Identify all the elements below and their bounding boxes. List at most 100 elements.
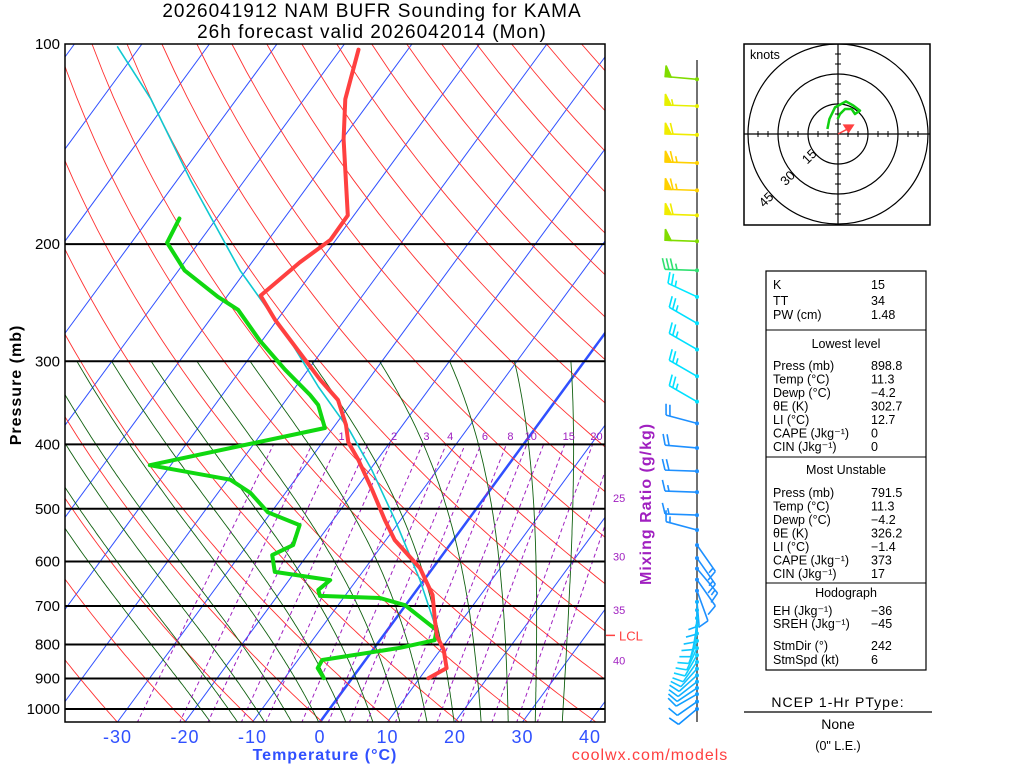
lowest-level-row-value: 11.3 <box>871 373 894 387</box>
temperature-tick-label: 0 <box>314 727 325 747</box>
index-row-value: 1.48 <box>871 308 895 322</box>
isotherm-line <box>65 44 480 611</box>
lowest-level-row-value: 0 <box>871 427 878 441</box>
lcl-label: LCL <box>619 628 643 643</box>
hodograph-heading: Hodograph <box>815 586 877 600</box>
lowest-level-heading: Lowest level <box>812 337 881 351</box>
isotherm-line <box>454 516 605 722</box>
pressure-tick-label: 700 <box>35 598 60 615</box>
hodograph-row-value: −45 <box>871 617 892 631</box>
pressure-tick-labels: 100 200 300 400 500 600 700 800 900 1000 <box>27 36 60 718</box>
mixing-ratio-line <box>265 444 391 722</box>
moist-adiabat-line <box>65 527 211 722</box>
wind-barb <box>661 257 699 273</box>
wind-barb <box>667 271 699 299</box>
hodograph-row-label: EH (Jkg⁻¹) <box>773 604 832 618</box>
mixing-ratio-line <box>348 444 466 722</box>
wind-barb <box>668 699 699 717</box>
temperature-tick-label: -20 <box>170 727 199 747</box>
moist-adiabat-line <box>249 361 428 722</box>
mixing-ratio-line <box>207 444 339 722</box>
hodograph-row-label: StmDir (°) <box>773 639 828 653</box>
isotherm-line <box>0 44 7 723</box>
wind-barb <box>673 653 699 677</box>
isotherm-line <box>65 44 278 335</box>
lowest-level-row-label: CAPE (Jkg⁻¹) <box>773 427 849 441</box>
sounding-traces <box>116 46 449 681</box>
x-axis-title: Temperature (°C) <box>253 747 398 764</box>
most-unstable-row-value: 791.5 <box>871 486 902 500</box>
hodograph-row-value: 6 <box>871 653 878 667</box>
hodograph-row-value: 242 <box>871 639 892 653</box>
moist-adiabat-line <box>150 361 374 722</box>
most-unstable-row-label: CIN (Jkg⁻¹) <box>773 567 837 581</box>
temperature-tick-label: 30 <box>511 727 533 747</box>
pressure-tick-label: 900 <box>35 671 60 688</box>
pressure-tick-label: 500 <box>35 501 60 518</box>
lowest-level-row-label: CIN (Jkg⁻¹) <box>773 440 837 454</box>
storm-motion-marker <box>842 124 855 134</box>
most-unstable-heading: Most Unstable <box>806 463 886 477</box>
y-axis-title: Pressure (mb) <box>8 325 25 446</box>
wind-barb <box>665 403 699 426</box>
indices-table: K 15 TT 34 PW (cm) 1.48 Lowest level Press (mb)… <box>765 270 927 671</box>
dry-adiabat-line <box>161 44 605 585</box>
moist-adiabat-labels: 25 30 35 40 <box>613 493 625 667</box>
wind-barb <box>668 349 699 379</box>
lowest-level-row-label: θE (K) <box>773 400 808 414</box>
lowest-level-row-label: Press (mb) <box>773 359 834 373</box>
parcel-trace <box>116 46 442 646</box>
moist-adiabat-line <box>311 361 455 722</box>
moist-adiabat-line <box>379 361 482 722</box>
lowest-level-row-label: Dewp (°C) <box>773 386 831 400</box>
hodograph-row-label: StmSpd (kt) <box>773 653 839 667</box>
mixing-ratio-line <box>491 444 594 722</box>
wind-barb <box>668 322 699 352</box>
pressure-tick-label: 400 <box>35 436 60 453</box>
most-unstable-row-label: Temp (°C) <box>773 500 829 514</box>
wind-barb <box>667 686 699 703</box>
dry-adiabat-line <box>196 44 605 538</box>
wind-barb <box>695 577 717 616</box>
zero-isotherm <box>318 331 605 722</box>
moist-adiabat-label: 40 <box>613 656 625 668</box>
dry-adiabat-line <box>406 44 605 276</box>
most-unstable-row-value: 373 <box>871 554 892 568</box>
mixing-ratio-labels: 1 2 3 4 6 8 10 15 20 <box>339 431 603 443</box>
mixing-ratio-line <box>460 444 566 722</box>
isotherm-line <box>65 44 413 519</box>
dry-adiabat-line <box>65 578 187 722</box>
isotherm-line <box>251 240 605 722</box>
ptype-panel: NCEP 1-Hr PType: None (0" L.E.) <box>744 694 932 753</box>
wind-barb <box>664 93 699 109</box>
pressure-tick-label: 100 <box>35 36 60 53</box>
wind-barb <box>668 706 699 726</box>
wind-barbs <box>661 65 719 726</box>
mixing-ratio-label: 4 <box>447 431 453 443</box>
most-unstable-row-value: −4.2 <box>871 513 896 527</box>
wind-barb <box>695 543 717 581</box>
chart-title: 2026041912 NAM BUFR Sounding for KAMA <box>162 1 581 22</box>
plot-frame <box>64 43 606 723</box>
chart-subtitle: 26h forecast valid 2026042014 (Mon) <box>197 22 547 43</box>
mixing-ratio-line <box>395 444 507 722</box>
dry-adiabat-line <box>301 44 605 404</box>
mixing-ratio-line <box>536 523 605 722</box>
mixing-ratio-label: 1 <box>339 431 345 443</box>
lowest-level-row-value: 302.7 <box>871 400 902 414</box>
lowest-level-row-value: 0 <box>871 440 878 454</box>
most-unstable-row-label: Press (mb) <box>773 486 834 500</box>
index-row-label: PW (cm) <box>773 308 822 322</box>
mixing-ratio-line <box>436 444 545 722</box>
pressure-level-lines <box>65 243 605 710</box>
mixing-ratio-label: 2 <box>391 431 397 443</box>
lowest-level-row-label: Temp (°C) <box>773 373 829 387</box>
mixing-ratio-line <box>417 444 528 722</box>
moist-adiabat-line <box>65 486 239 722</box>
moist-adiabat-line <box>513 361 538 722</box>
lowest-level-row-value: 898.8 <box>871 359 902 373</box>
mixing-ratio-line <box>366 444 482 722</box>
pressure-tick-label: 200 <box>35 236 60 253</box>
moist-adiabat-label: 30 <box>613 552 625 564</box>
